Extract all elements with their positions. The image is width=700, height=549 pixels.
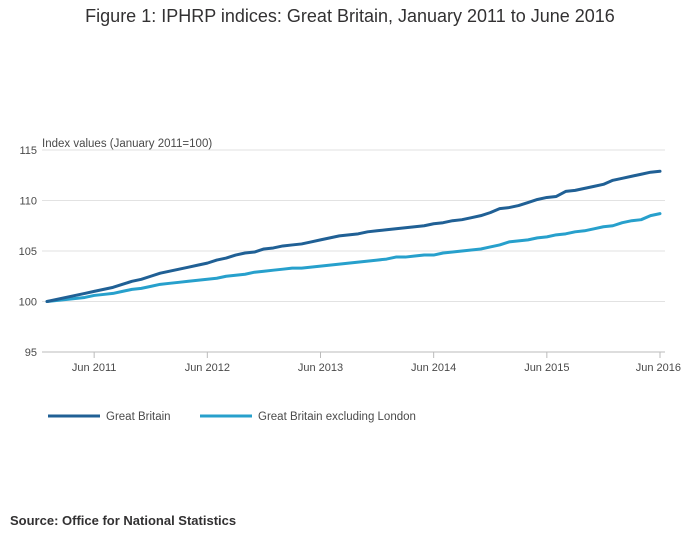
y-tick-label: 110 xyxy=(19,196,37,208)
x-tick-label: Jun 2015 xyxy=(524,362,569,374)
y-tick-label: 105 xyxy=(19,246,37,258)
source-note: Source: Office for National Statistics xyxy=(10,513,237,528)
gridlines xyxy=(42,149,665,302)
y-axis-label: Index values (January 2011=100) xyxy=(42,138,212,150)
series-lines xyxy=(45,169,662,303)
legend-label-great-britain: Great Britain xyxy=(106,411,171,423)
y-tick-label: 100 xyxy=(19,297,37,309)
x-tick-label: Jun 2013 xyxy=(298,362,343,374)
x-tick-label: Jun 2012 xyxy=(185,362,230,374)
series-line-great-britain xyxy=(45,169,662,303)
x-tick-label: Jun 2016 xyxy=(636,362,681,374)
y-tick-label: 115 xyxy=(19,145,37,157)
legend-label-great-britain-excluding-london: Great Britain excluding London xyxy=(258,411,416,423)
y-axis-ticks: 95 100 105 110 115 xyxy=(19,145,37,359)
y-tick-label: 95 xyxy=(25,347,37,359)
x-tick-label: Jun 2011 xyxy=(72,362,116,374)
legend: Great Britain Great Britain excluding Lon… xyxy=(48,411,416,423)
chart-title: Figure 1: IPHRP indices: Great Britain, … xyxy=(85,6,615,26)
x-axis-ticks: Jun 2011 Jun 2012 Jun 2013 Jun 2014 Jun 2015… xyxy=(72,352,681,374)
x-tick-label: Jun 2014 xyxy=(411,362,456,374)
series-line-great-britain-excluding-london xyxy=(45,212,662,303)
